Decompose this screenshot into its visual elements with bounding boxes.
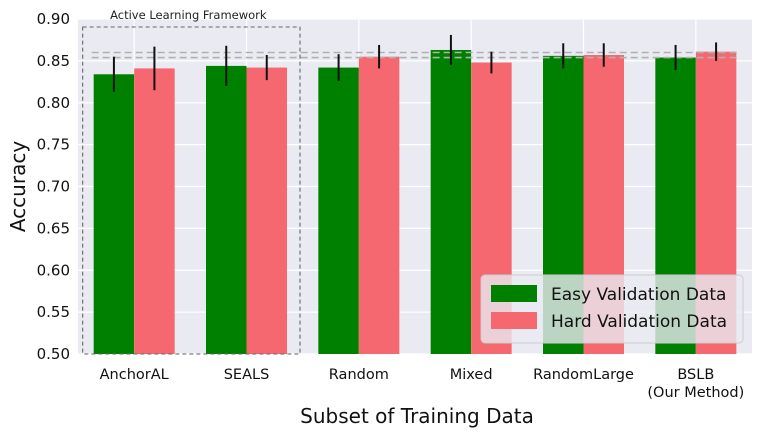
- bar-easy: [430, 49, 472, 355]
- x-tick-labels: AnchorAL SEALS Random Mixed RandomLarge BSLB (…: [100, 367, 745, 401]
- legend-label-easy: Easy Validation Data: [551, 285, 726, 305]
- y-tick-label: 0.80: [37, 94, 70, 112]
- bar-easy: [206, 65, 247, 355]
- x-tick-label: (Our Method): [647, 385, 744, 401]
- bar-easy: [318, 67, 359, 354]
- y-tick-label: 0.50: [37, 345, 70, 363]
- x-tick-label: BSLB: [677, 367, 714, 383]
- y-tick-label: 0.55: [37, 303, 70, 321]
- legend-label-hard: Hard Validation Data: [551, 312, 727, 332]
- bar-hard: [134, 68, 175, 354]
- bar-hard: [358, 56, 400, 354]
- y-tick-label: 0.60: [37, 261, 70, 279]
- legend-swatch-hard: [491, 312, 537, 329]
- error-bars: [112, 34, 718, 92]
- y-tick-label: 0.70: [37, 178, 70, 196]
- bar-easy: [93, 74, 135, 355]
- x-tick-label: Mixed: [450, 367, 493, 383]
- x-tick-label: Random: [329, 367, 389, 383]
- active-learning-framework-box: [82, 26, 301, 355]
- x-tick-label: RandomLarge: [533, 367, 634, 383]
- y-tick-labels: 0.50 0.55 0.60 0.65 0.70 0.75 0.80 0.85 0.90: [37, 10, 70, 363]
- x-tick-label: SEALS: [224, 367, 270, 383]
- y-tick-label: 0.65: [37, 219, 70, 237]
- x-axis-label: Subset of Training Data: [300, 404, 534, 428]
- active-learning-framework-label: Active Learning Framework: [110, 8, 267, 22]
- legend-swatch-easy: [491, 285, 537, 302]
- y-tick-label: 0.75: [37, 136, 70, 154]
- legend-box: [480, 274, 744, 344]
- y-axis-label: Accuracy: [6, 141, 30, 232]
- legend: Easy Validation Data Hard Validation Dat…: [480, 274, 744, 344]
- bar-hard: [246, 67, 287, 354]
- y-tick-label: 0.85: [37, 52, 70, 70]
- x-tick-label: AnchorAL: [100, 367, 169, 383]
- y-tick-label: 0.90: [37, 10, 70, 28]
- reference-lines: [91, 51, 739, 59]
